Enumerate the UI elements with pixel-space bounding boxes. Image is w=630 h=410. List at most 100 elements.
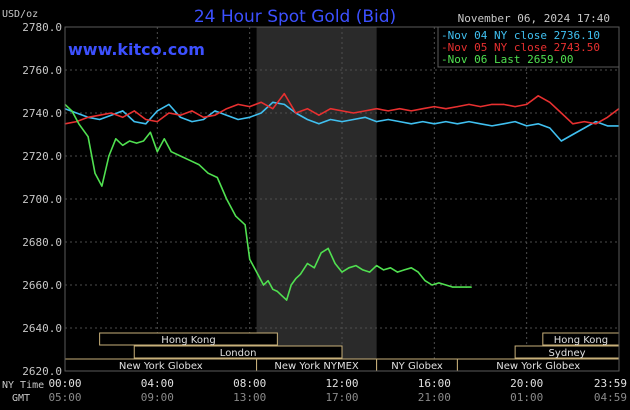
series-2-point [459, 286, 461, 288]
series-0-point [468, 121, 470, 123]
y-tick-label: 2760.0 [22, 64, 62, 77]
series-0-point [410, 123, 412, 125]
series-1-point [283, 93, 285, 95]
session-label: New York Globex [496, 361, 580, 372]
series-1-point [352, 112, 355, 114]
series-2-point [253, 267, 255, 269]
x-tick-label-ny: 20:00 [510, 377, 543, 390]
series-2-point [142, 140, 145, 142]
y-tick-label: 2680.0 [22, 236, 62, 249]
series-1-point [272, 108, 274, 110]
y-tick-label: 2740.0 [22, 107, 62, 120]
series-2-point [286, 299, 288, 301]
series-2-point [276, 290, 278, 292]
y-tick-label: 2780.0 [22, 21, 62, 34]
series-1-point [572, 123, 574, 125]
series-0-point [422, 121, 424, 123]
series-1-point [376, 108, 378, 110]
series-1-point [260, 101, 262, 103]
series-2-point [207, 172, 209, 174]
series-1-point [560, 112, 562, 114]
series-1-point [122, 116, 124, 118]
series-1-point [133, 110, 135, 112]
series-1-point [179, 114, 181, 116]
series-0-point [191, 121, 193, 123]
series-1-point [479, 106, 482, 108]
series-2-point [396, 271, 398, 273]
series-1-point [445, 108, 447, 110]
x-tick-label-ny: 08:00 [233, 377, 266, 390]
series-2-point [179, 155, 181, 157]
series-1-point [364, 110, 366, 112]
series-2-point [355, 265, 357, 267]
series-2-point [71, 110, 73, 112]
series-0-point [352, 118, 355, 121]
series-0-point [364, 116, 366, 118]
series-0-point [479, 123, 482, 125]
series-2-point [389, 267, 392, 269]
series-2-point [267, 280, 269, 282]
x-tick-label-gmt: 17:00 [325, 391, 358, 404]
series-2-point [136, 142, 138, 144]
series-2-point [431, 284, 433, 286]
series-2-point [403, 269, 405, 271]
series-2-point [156, 151, 158, 153]
series-0-point [583, 127, 586, 129]
series-2-point [198, 164, 200, 166]
units-label: USD/oz [2, 9, 38, 20]
session-box [99, 332, 278, 346]
series-1-point [191, 110, 193, 112]
y-tick-label: 2720.0 [22, 150, 62, 163]
series-1-point [583, 121, 586, 123]
series-1-point [514, 106, 516, 108]
y-axis-ticks: 2780.0 2760.0 2740.0 2720.0 2700.0 2680.0 2660… [22, 21, 62, 378]
session-box [133, 345, 343, 359]
series-1-point [399, 108, 401, 110]
x-axis-ticks: 00:00 04:00 08:00 12:00 16:00 20:00 23:59 05:00… [48, 377, 627, 404]
series-0-point [249, 116, 251, 118]
y-tick-label: 2620.0 [22, 365, 62, 378]
y-tick-label: 2660.0 [22, 279, 62, 292]
series-2-point [369, 271, 371, 273]
legend-box [437, 26, 620, 68]
series-0-point [145, 123, 147, 125]
series-2-point [78, 123, 80, 125]
series-0-point [329, 118, 332, 121]
series-2-point [249, 258, 251, 260]
session-label: Sydney [549, 348, 586, 359]
series-0-point [122, 110, 124, 112]
x-tick-label-ny: 12:00 [325, 377, 358, 390]
series-0-point [387, 118, 389, 121]
series-lines [64, 92, 620, 301]
series-2-point [108, 155, 110, 157]
y-tick-label: 2700.0 [22, 193, 62, 206]
series-2-point [258, 275, 260, 277]
series-2-point [410, 267, 412, 269]
session-label: London [220, 348, 257, 359]
series-0-point [99, 118, 101, 121]
series-0-point [445, 121, 447, 123]
x-label-ny: NY Time [2, 380, 44, 391]
series-1-point [549, 101, 551, 103]
series-2-point [149, 131, 151, 133]
series-2-point [290, 284, 292, 286]
timestamp: November 06, 2024 17:40 [458, 12, 610, 25]
chart-title: 24 Hour Spot Gold (Bid) [194, 7, 396, 27]
y-tick-label: 2640.0 [22, 322, 62, 335]
series-2-point [115, 138, 117, 140]
series-1-point [99, 114, 101, 116]
series-0-point [595, 121, 597, 123]
series-2-point [466, 286, 468, 288]
plot-border [64, 26, 620, 372]
series-2-point [438, 282, 440, 284]
series-2-point [383, 269, 385, 271]
series-2-point [424, 280, 426, 282]
series-0-point [202, 118, 205, 121]
series-2-point [320, 252, 322, 254]
series-1-point [226, 108, 228, 110]
series-1-point [387, 110, 389, 112]
series-2-point [87, 136, 89, 138]
series-2-point [122, 144, 124, 146]
series-1-point [491, 103, 493, 105]
series-2-point [94, 172, 96, 174]
